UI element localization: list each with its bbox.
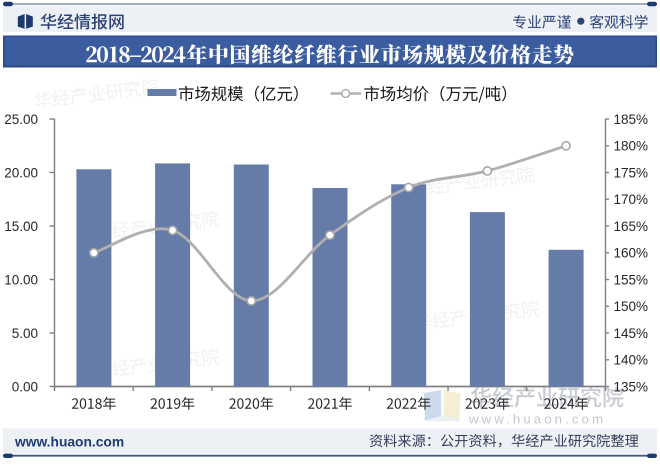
svg-text:170%: 170%: [614, 192, 649, 207]
svg-text:www.huaon.com: www.huaon.com: [14, 435, 124, 450]
svg-text:165%: 165%: [614, 219, 649, 234]
svg-text:0.00: 0.00: [12, 379, 38, 394]
svg-text:135%: 135%: [614, 379, 649, 394]
svg-text:20.00: 20.00: [4, 165, 38, 180]
svg-text:185%: 185%: [614, 112, 649, 127]
svg-text:175%: 175%: [614, 165, 649, 180]
svg-text:160%: 160%: [614, 246, 649, 261]
svg-text:www.huaon.com: www.huaon.com: [468, 412, 606, 427]
svg-text:145%: 145%: [614, 326, 649, 341]
svg-text:5.00: 5.00: [12, 326, 38, 341]
svg-text:25.00: 25.00: [4, 112, 38, 127]
svg-text:155%: 155%: [614, 272, 649, 287]
svg-text:180%: 180%: [614, 139, 649, 154]
svg-text:140%: 140%: [614, 353, 649, 368]
svg-text:10.00: 10.00: [4, 272, 38, 287]
svg-text:15.00: 15.00: [4, 219, 38, 234]
svg-text:150%: 150%: [614, 299, 649, 314]
